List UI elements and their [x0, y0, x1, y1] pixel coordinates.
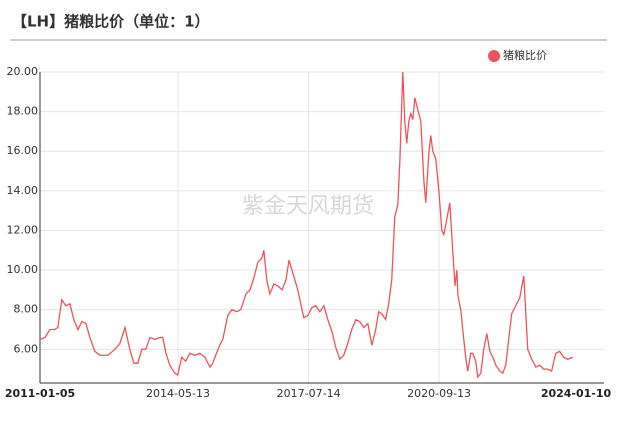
y-tick-label: 14.00	[7, 184, 39, 197]
legend-swatch	[488, 50, 500, 62]
y-tick-label: 20.00	[7, 65, 39, 78]
chart-title: 【LH】猪粮比价（单位：1）	[12, 13, 210, 31]
y-tick-label: 16.00	[7, 144, 39, 157]
watermark: 紫金天风期货	[242, 194, 374, 219]
series-line	[39, 71, 573, 379]
legend-label: 猪粮比价	[503, 48, 547, 62]
y-tick-label: 10.00	[7, 263, 39, 276]
y-tick-label: 6.00	[14, 342, 39, 355]
y-tick-label: 18.00	[7, 105, 39, 118]
y-tick-label: 12.00	[7, 223, 39, 236]
x-tick-label: 2024-01-10	[541, 387, 612, 400]
x-tick-label: 2011-01-05	[5, 387, 75, 400]
y-tick-label: 8.00	[14, 303, 39, 316]
x-tick-label: 2014-05-13	[146, 387, 210, 400]
x-tick-label: 2020-09-13	[407, 387, 471, 400]
x-tick-label: 2017-07-14	[277, 387, 341, 400]
